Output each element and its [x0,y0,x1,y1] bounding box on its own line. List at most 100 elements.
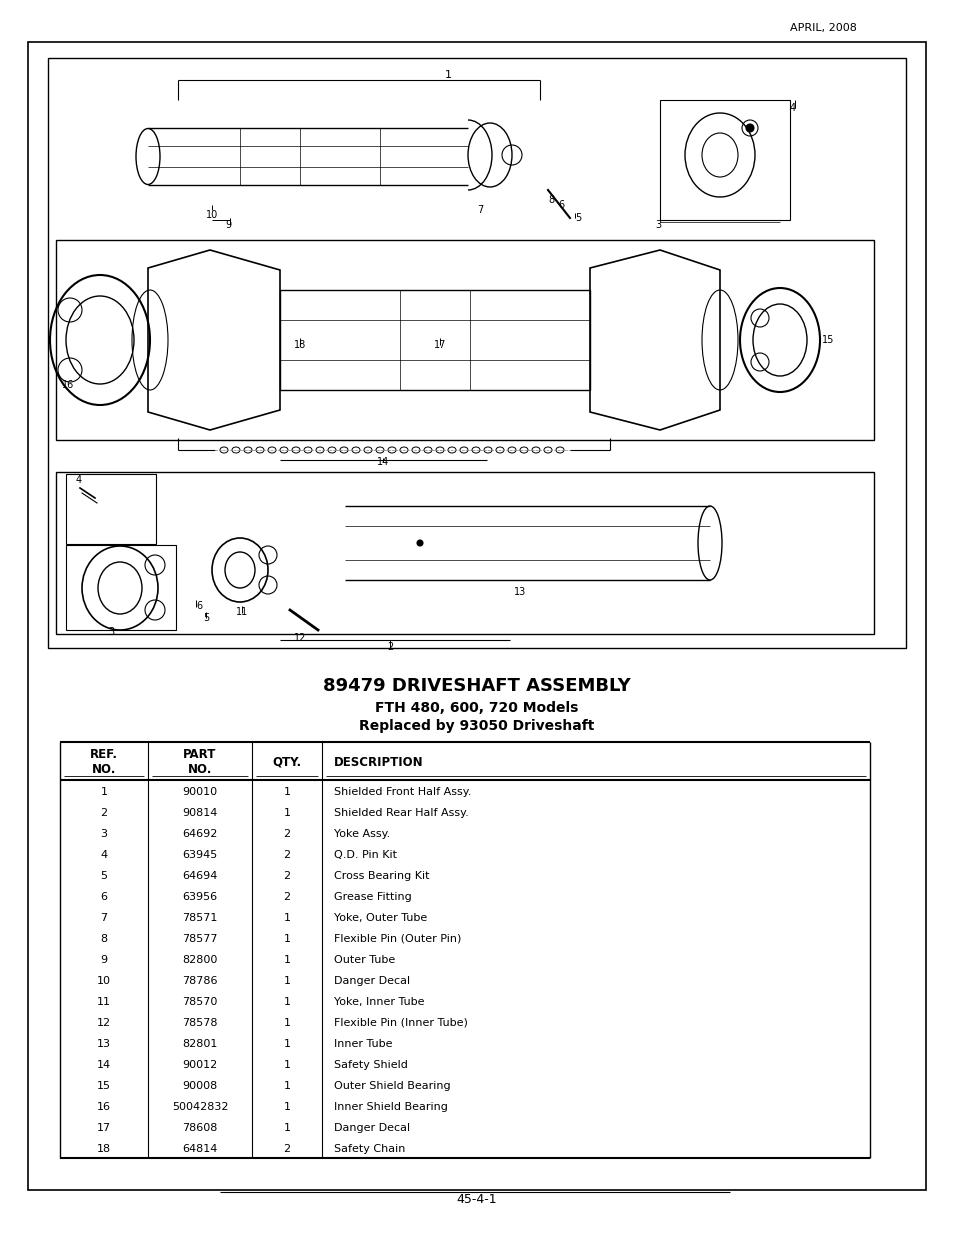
Text: Outer Tube: Outer Tube [334,955,395,965]
Text: Grease Fitting: Grease Fitting [334,892,412,902]
Text: 5: 5 [575,212,580,224]
Text: 2: 2 [100,808,108,818]
Text: 8: 8 [547,195,554,205]
Text: DESCRIPTION: DESCRIPTION [334,756,423,768]
Text: 90008: 90008 [182,1081,217,1091]
Text: 1: 1 [283,1039,291,1049]
Bar [66,474,156,543]
Text: 90010: 90010 [182,787,217,797]
Text: 15: 15 [97,1081,111,1091]
Text: 3: 3 [100,829,108,839]
Text: Flexible Pin (Inner Tube): Flexible Pin (Inner Tube) [334,1018,467,1028]
Text: Safety Shield: Safety Shield [334,1060,408,1070]
Text: 18: 18 [97,1144,111,1153]
Bar [66,545,175,630]
Text: 1: 1 [283,1102,291,1112]
Text: 64692: 64692 [182,829,217,839]
Text: Replaced by 93050 Driveshaft: Replaced by 93050 Driveshaft [359,719,594,734]
Text: 1: 1 [283,913,291,923]
Text: 5: 5 [100,871,108,881]
Text: 4: 4 [789,103,796,112]
Text: 1: 1 [283,997,291,1007]
Text: 6: 6 [558,200,563,210]
Ellipse shape [416,540,422,546]
Text: 78571: 78571 [182,913,217,923]
Text: Yoke, Outer Tube: Yoke, Outer Tube [334,913,427,923]
Text: Outer Shield Bearing: Outer Shield Bearing [334,1081,450,1091]
Text: FTH 480, 600, 720 Models: FTH 480, 600, 720 Models [375,701,578,715]
Ellipse shape [745,124,753,132]
Text: Yoke, Inner Tube: Yoke, Inner Tube [334,997,424,1007]
Text: 1: 1 [283,787,291,797]
Bar [48,58,905,648]
Text: 90012: 90012 [182,1060,217,1070]
Text: Safety Chain: Safety Chain [334,1144,405,1153]
Text: 15: 15 [821,335,834,345]
Text: 1: 1 [283,1081,291,1091]
Text: 82801: 82801 [182,1039,217,1049]
Text: 4: 4 [100,850,108,860]
Text: 1: 1 [283,1123,291,1132]
Text: 1: 1 [283,1060,291,1070]
Bar [56,240,873,440]
Text: 78578: 78578 [182,1018,217,1028]
Text: 1: 1 [283,976,291,986]
Text: 64814: 64814 [182,1144,217,1153]
Text: 2: 2 [283,829,291,839]
Text: NO.: NO. [91,762,116,776]
Text: NO.: NO. [188,762,212,776]
Text: 45-4-1: 45-4-1 [456,1193,497,1207]
Text: QTY.: QTY. [273,756,301,768]
Text: 6: 6 [100,892,108,902]
Text: 2: 2 [283,892,291,902]
Text: 63956: 63956 [182,892,217,902]
Text: Yoke Assy.: Yoke Assy. [334,829,390,839]
Text: Shielded Front Half Assy.: Shielded Front Half Assy. [334,787,471,797]
Text: 2: 2 [283,871,291,881]
Text: 50042832: 50042832 [172,1102,228,1112]
Text: Inner Shield Bearing: Inner Shield Bearing [334,1102,447,1112]
Bar [659,100,789,220]
Text: Q.D. Pin Kit: Q.D. Pin Kit [334,850,396,860]
Text: 1: 1 [283,955,291,965]
Text: 3: 3 [108,627,114,637]
Text: 1: 1 [444,70,451,80]
Text: 12: 12 [294,634,306,643]
Text: 64694: 64694 [182,871,217,881]
Text: 78786: 78786 [182,976,217,986]
Text: 13: 13 [514,587,525,597]
Text: Cross Bearing Kit: Cross Bearing Kit [334,871,429,881]
Text: 7: 7 [100,913,108,923]
Text: 78570: 78570 [182,997,217,1007]
Text: 89479 DRIVESHAFT ASSEMBLY: 89479 DRIVESHAFT ASSEMBLY [323,677,630,695]
Text: 1: 1 [283,1018,291,1028]
Text: 10: 10 [206,210,218,220]
Text: 78608: 78608 [182,1123,217,1132]
Text: Danger Decal: Danger Decal [334,976,410,986]
Text: 78577: 78577 [182,934,217,944]
Text: 9: 9 [225,220,231,230]
Text: 1: 1 [283,934,291,944]
Text: 4: 4 [76,475,82,485]
Text: Danger Decal: Danger Decal [334,1123,410,1132]
Text: 63945: 63945 [182,850,217,860]
Text: 14: 14 [97,1060,111,1070]
Text: 18: 18 [294,340,306,350]
Text: 2: 2 [283,850,291,860]
Text: 90814: 90814 [182,808,217,818]
Text: 82800: 82800 [182,955,217,965]
Text: PART: PART [183,747,216,761]
Text: 16: 16 [97,1102,111,1112]
Bar [280,290,589,390]
Text: 14: 14 [376,457,389,467]
Text: 13: 13 [97,1039,111,1049]
Text: 16: 16 [62,380,74,390]
Text: 7: 7 [476,205,482,215]
Text: 8: 8 [100,934,108,944]
Text: 12: 12 [97,1018,111,1028]
Text: 17: 17 [434,340,446,350]
Text: REF.: REF. [90,747,118,761]
Text: Flexible Pin (Outer Pin): Flexible Pin (Outer Pin) [334,934,461,944]
Bar [56,472,873,634]
Text: 1: 1 [100,787,108,797]
